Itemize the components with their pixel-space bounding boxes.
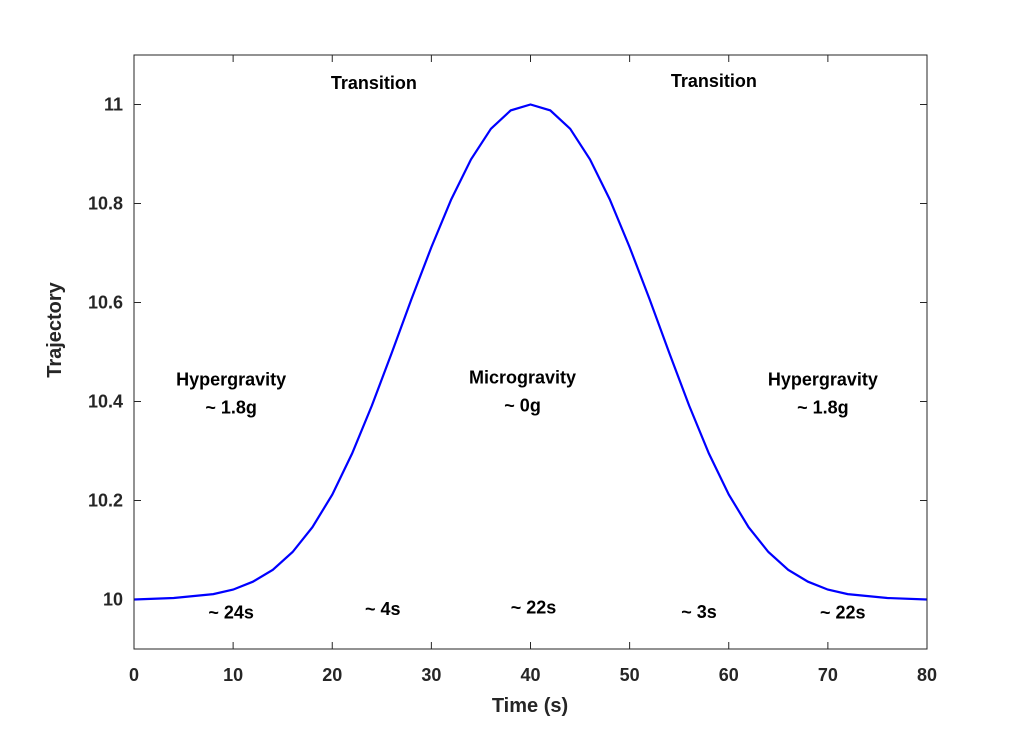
annotation-line: ~ 3s <box>681 602 717 622</box>
annotation-line: Transition <box>331 73 417 93</box>
trajectory-line <box>133 103 928 601</box>
x-axis-title: Time (s) <box>492 695 568 717</box>
annotation-label: Microgravity ~ 0g <box>469 368 576 416</box>
y-tick-label: 10.4 <box>88 392 123 412</box>
annotation-label: ~ 22s <box>511 597 557 617</box>
x-tick-label: 60 <box>719 665 739 685</box>
annotation-label: ~ 3s <box>681 602 717 622</box>
annotation-line: ~ 1.8g <box>205 398 257 418</box>
x-tick-label: 50 <box>620 665 640 685</box>
annotation-label: Hypergravity ~ 1.8g <box>176 370 286 418</box>
x-tick-label: 10 <box>223 665 243 685</box>
annotation-label: ~ 24s <box>208 602 254 622</box>
x-tick-label: 80 <box>917 665 937 685</box>
y-tick-label: 10 <box>103 590 123 610</box>
annotation-line: ~ 1.8g <box>797 398 849 418</box>
annotation-line: Microgravity <box>469 368 576 388</box>
annotation-line: ~ 22s <box>511 597 557 617</box>
y-tick-label: 10.2 <box>88 491 123 511</box>
annotation-label: Transition <box>671 71 757 91</box>
x-tick-label: 70 <box>818 665 838 685</box>
annotation-label: Transition <box>331 73 417 93</box>
y-tick-label: 10.8 <box>88 194 123 214</box>
y-axis-title: Trajectory <box>44 281 66 377</box>
plot-frame <box>133 54 928 650</box>
annotation-label: Hypergravity ~ 1.8g <box>768 370 878 418</box>
plot-area <box>134 55 927 649</box>
annotation-line: Hypergravity <box>768 370 878 390</box>
annotation-line: Hypergravity <box>176 370 286 390</box>
y-tick-labels: 10 10.2 10.4 10.6 10.8 11 <box>88 95 123 610</box>
x-tick-label: 30 <box>421 665 441 685</box>
annotation-line: ~ 24s <box>208 602 254 622</box>
annotation-label: ~ 22s <box>820 602 866 622</box>
x-tick-labels: 0 10 20 30 40 50 60 70 80 <box>129 665 937 685</box>
y-tick-label: 10.6 <box>88 293 123 313</box>
annotations: Transition Transition Hypergravity ~ 1.8g Mi… <box>176 71 878 622</box>
annotation-line: Transition <box>671 71 757 91</box>
y-tick-label: 11 <box>104 95 123 115</box>
annotation-line: ~ 22s <box>820 602 866 622</box>
annotation-label: ~ 4s <box>365 599 401 619</box>
annotation-line: ~ 4s <box>365 599 401 619</box>
x-tick-label: 20 <box>322 665 342 685</box>
x-tick-label: 0 <box>129 665 139 685</box>
annotation-line: ~ 0g <box>504 396 541 416</box>
x-tick-label: 40 <box>520 665 540 685</box>
